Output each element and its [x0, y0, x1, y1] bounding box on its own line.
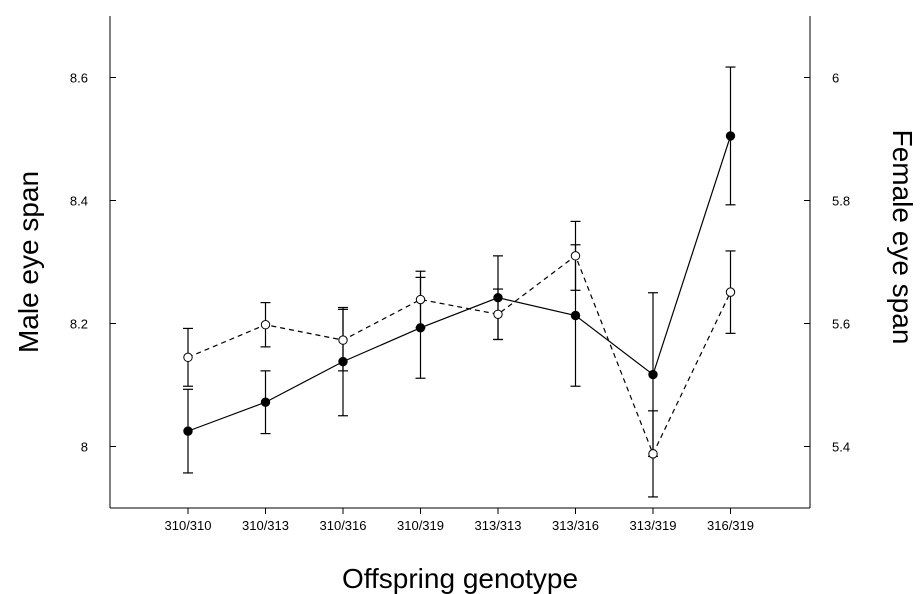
- axes: 8 8.2 8.4 8.6 5.4 5.6 5.8 6 310/310 310/313 310/31…: [70, 16, 850, 533]
- data-point: [648, 369, 658, 380]
- right-y-tick-label: 5.4: [832, 440, 850, 455]
- x-tick-label: 313/313: [475, 518, 522, 533]
- x-tick-label: 310/313: [242, 518, 289, 533]
- left-y-tick-label: 8.2: [70, 317, 88, 332]
- left-y-tick-label: 8.6: [70, 71, 88, 86]
- right-y-tick-label: 5.8: [832, 194, 850, 209]
- left-y-tick-label: 8.4: [70, 194, 88, 209]
- series-line: [187, 254, 732, 456]
- x-tick-label: 313/319: [630, 518, 677, 533]
- right-y-tick-label: 5.6: [832, 317, 850, 332]
- data-point: [260, 397, 271, 407]
- left-y-axis-title: Male eye span: [13, 171, 44, 353]
- right-y-axis-title: Female eye span: [887, 130, 918, 345]
- data-point: [183, 352, 193, 363]
- data-point: [183, 426, 193, 436]
- x-tick-label: 313/316: [552, 518, 599, 533]
- data-point: [725, 287, 736, 297]
- right-y-tick-label: 6: [832, 71, 839, 86]
- data-point: [260, 320, 271, 330]
- x-tick-label: 310/316: [320, 518, 367, 533]
- series-layer: [183, 66, 736, 498]
- data-point: [493, 309, 503, 319]
- data-point: [570, 251, 581, 261]
- left-y-tick-label: 8: [81, 440, 88, 455]
- data-point: [725, 131, 736, 141]
- data-point: [415, 294, 426, 305]
- female-series: [183, 220, 736, 498]
- data-point: [648, 449, 658, 459]
- x-axis-title: Offspring genotype: [342, 563, 578, 594]
- x-tick-label: 310/310: [165, 518, 212, 533]
- x-tick-label: 316/319: [707, 518, 754, 533]
- series-line: [187, 135, 732, 432]
- x-tick-label: 310/319: [397, 518, 444, 533]
- data-point: [338, 335, 348, 345]
- data-point: [570, 310, 581, 321]
